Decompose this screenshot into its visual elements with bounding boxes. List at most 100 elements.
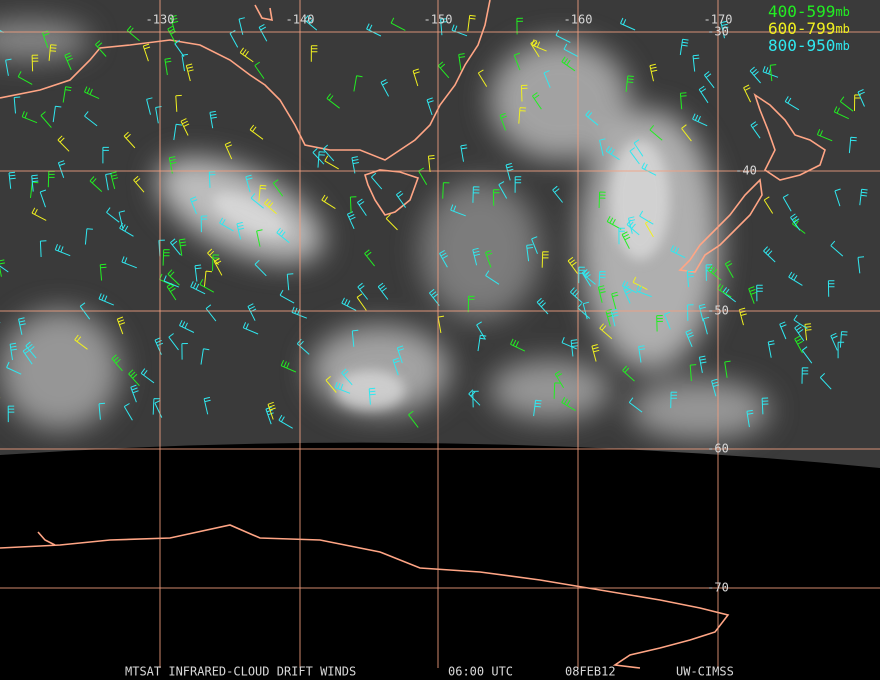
wind-barb	[167, 269, 180, 286]
wind-barb	[505, 162, 514, 181]
wind-barb	[121, 256, 137, 269]
wind-barb	[605, 145, 620, 161]
wind-barb	[498, 181, 508, 199]
wind-barb	[5, 58, 12, 76]
wind-barb	[644, 219, 654, 238]
wind-barb	[203, 270, 213, 288]
legend-unit: mb	[835, 39, 849, 53]
wind-barb	[541, 251, 549, 268]
wind-barb	[119, 222, 134, 237]
wind-barb	[213, 258, 223, 276]
wind-barb	[598, 191, 606, 209]
legend-unit: mb	[835, 5, 849, 19]
wind-barb	[258, 184, 267, 202]
wind-barb	[679, 38, 689, 56]
wind-barb	[98, 402, 106, 420]
wind-barb	[167, 25, 177, 44]
wind-barb	[570, 339, 578, 357]
wind-barb	[720, 20, 729, 39]
wind-barb	[427, 155, 435, 173]
wind-barb	[174, 39, 185, 57]
wind-barb	[467, 295, 475, 313]
wind-barb	[180, 118, 190, 136]
wind-barb	[513, 52, 521, 71]
wind-barb	[8, 171, 16, 189]
wind-barb	[164, 57, 172, 76]
wind-barb	[705, 264, 713, 281]
wind-barb	[622, 365, 635, 382]
wind-barb	[561, 337, 577, 350]
wind-barb	[485, 270, 500, 285]
wind-barb	[514, 176, 522, 193]
wind-barb	[439, 249, 448, 268]
satellite-imagery	[0, 0, 880, 468]
wind-barb	[0, 30, 4, 33]
wind-barb	[190, 281, 206, 295]
wind-barb	[17, 71, 33, 85]
wind-barb	[322, 144, 335, 162]
wind-barb	[0, 265, 9, 273]
wind-barb	[834, 188, 841, 207]
wind-barb	[179, 319, 195, 333]
wind-barb	[334, 381, 351, 394]
wind-barb	[639, 210, 654, 225]
wind-barb	[346, 211, 356, 230]
wind-barb	[7, 405, 15, 423]
wind-barb	[563, 43, 579, 58]
wind-barb	[804, 323, 812, 341]
wind-barb	[54, 244, 71, 257]
wind-barb	[724, 260, 734, 278]
wind-barb	[561, 56, 576, 72]
wind-barb	[827, 280, 835, 297]
wind-barb	[18, 317, 26, 335]
wind-barb	[219, 217, 234, 232]
wind-barb	[636, 285, 652, 298]
longitude-label: -140	[286, 13, 315, 27]
wind-barb	[130, 384, 139, 403]
wind-barb	[476, 321, 486, 339]
wind-barb	[57, 160, 66, 178]
wind-barb	[154, 337, 164, 355]
wind-barb	[698, 303, 706, 322]
wind-barb	[610, 308, 619, 327]
wind-barb	[533, 399, 542, 417]
wind-barb	[784, 96, 800, 111]
wind-barb	[664, 311, 671, 330]
wind-barb	[408, 410, 419, 428]
wind-barb	[84, 228, 93, 245]
wind-barb	[426, 97, 434, 116]
wind-barb	[767, 340, 775, 358]
wind-barb	[163, 275, 179, 288]
wind-barb	[349, 196, 357, 214]
wind-barb	[763, 196, 774, 214]
latitude-label: -30	[707, 25, 729, 39]
wind-barb	[779, 321, 787, 340]
wind-barb	[801, 346, 813, 364]
wind-barb	[89, 176, 103, 192]
wind-barb	[442, 182, 450, 199]
wind-barb	[123, 403, 133, 421]
wind-barb	[390, 17, 406, 31]
wind-barb	[597, 285, 606, 303]
wind-barb	[385, 213, 398, 231]
wind-barb	[140, 368, 155, 384]
wind-barb	[31, 54, 39, 72]
wind-barb	[30, 181, 39, 198]
wind-barb	[746, 409, 754, 428]
wind-barb	[656, 315, 663, 332]
wind-barb	[554, 370, 565, 389]
wind-barb	[173, 123, 183, 141]
wind-barb	[681, 124, 692, 142]
wind-barb	[625, 75, 634, 92]
legend-range: 800-950	[768, 36, 835, 55]
wind-barb	[242, 322, 259, 335]
wind-barb	[254, 259, 267, 277]
wind-barb	[39, 240, 47, 258]
wind-barb	[472, 247, 481, 266]
wind-barb	[510, 338, 526, 352]
wind-barb	[254, 61, 265, 79]
wind-barb	[31, 174, 39, 192]
wind-barb	[561, 397, 576, 412]
